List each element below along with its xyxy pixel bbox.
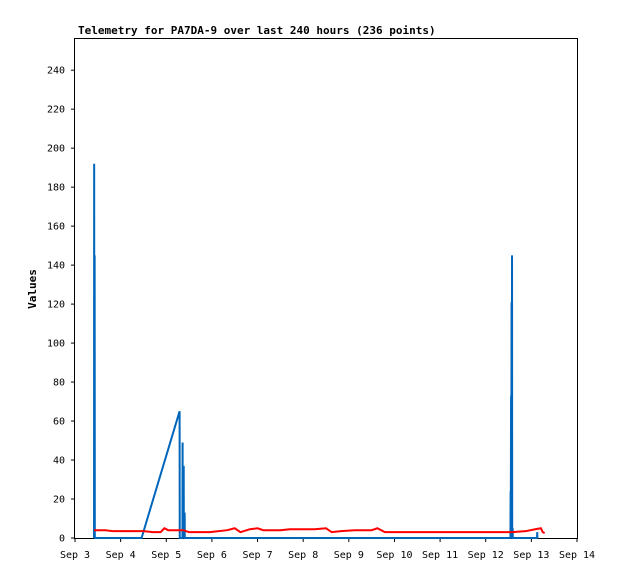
- x-tick-label: Sep 13: [513, 550, 549, 561]
- x-tick-label: Sep 8: [288, 550, 318, 561]
- y-tick-label: 0: [59, 534, 65, 545]
- x-tick-label: Sep 10: [376, 550, 412, 561]
- y-tick-label: 100: [47, 339, 65, 350]
- y-tick-label: 60: [53, 417, 65, 428]
- y-tick-label: 200: [47, 144, 65, 155]
- series-layer: [93, 163, 546, 539]
- y-tick-label: 140: [47, 261, 65, 272]
- y-tick-label: 80: [53, 378, 65, 389]
- y-tick-label: 40: [53, 456, 65, 467]
- chart-title: Telemetry for PA7DA-9 over last 240 hour…: [78, 24, 436, 37]
- plot-frame: [74, 38, 578, 539]
- series-line-1: [93, 163, 539, 539]
- x-tick-label: Sep 6: [197, 550, 227, 561]
- y-tick-label: 240: [47, 66, 65, 77]
- y-tick-label: 180: [47, 183, 65, 194]
- x-tick-label: Sep 3: [60, 550, 90, 561]
- x-tick-label: Sep 9: [334, 550, 364, 561]
- y-tick-label: 120: [47, 300, 65, 311]
- x-tick-label: Sep 4: [106, 550, 136, 561]
- y-tick-label: 160: [47, 222, 65, 233]
- x-tick-label: Sep 14: [559, 550, 595, 561]
- series-line-2: [94, 527, 546, 535]
- x-tick-label: Sep 11: [422, 550, 458, 561]
- x-axis: Sep 3 Sep 4 Sep 5 Sep 6 Sep 7 Sep 8 Sep 9 Sep 1…: [60, 538, 595, 561]
- y-axis: 0 20 40 60 80 100 120 140 160 180 200 220 240: [47, 66, 75, 545]
- x-tick-label: Sep 12: [468, 550, 504, 561]
- x-tick-label: Sep 7: [242, 550, 272, 561]
- x-tick-label: Sep 5: [151, 550, 181, 561]
- y-axis-label: Values: [26, 269, 39, 309]
- y-tick-label: 220: [47, 105, 65, 116]
- y-tick-label: 20: [53, 495, 65, 506]
